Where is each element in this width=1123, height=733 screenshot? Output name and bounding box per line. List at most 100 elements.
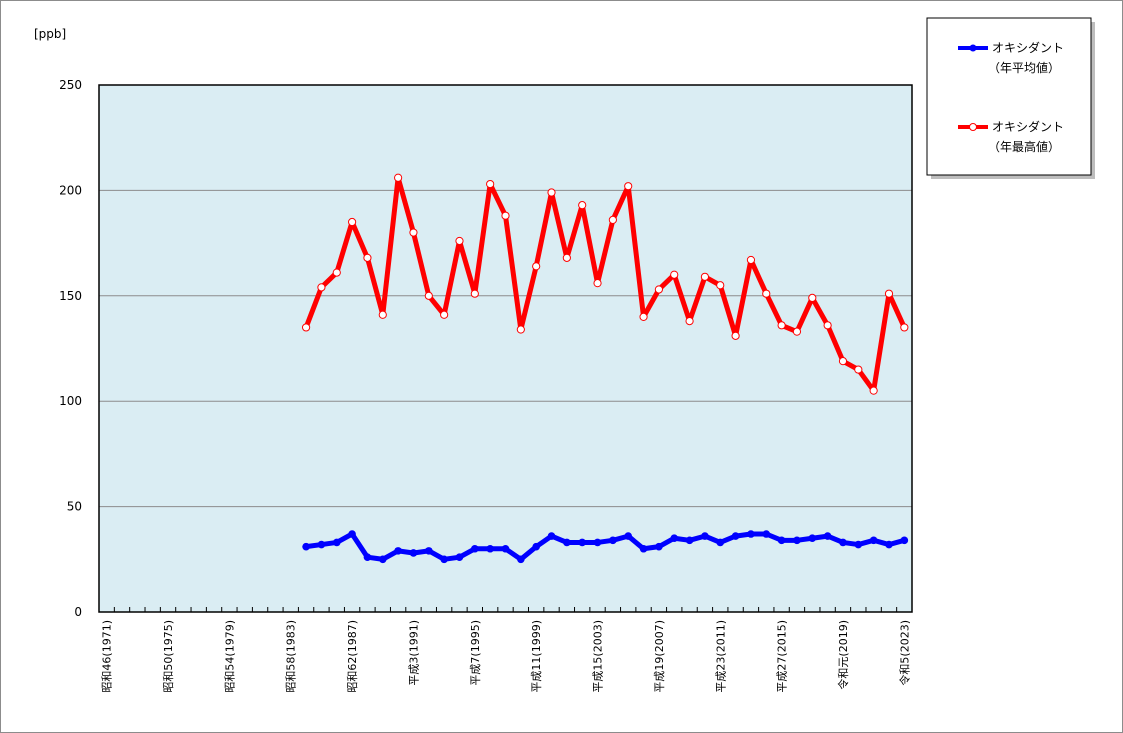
x-tick-label: 令和5(2023)	[897, 620, 911, 686]
data-point	[332, 268, 341, 277]
data-point	[885, 540, 893, 549]
data-point	[578, 538, 586, 547]
data-point	[777, 536, 786, 545]
y-tick-label: 200	[59, 183, 82, 197]
x-tick-label: 昭和58(1983)	[285, 620, 298, 693]
data-point	[808, 293, 817, 303]
y-tick-label: 50	[67, 500, 82, 514]
data-point	[517, 555, 525, 564]
data-point	[884, 289, 894, 298]
legend-max-label-1: オキシダント	[992, 119, 1064, 134]
data-point	[394, 547, 402, 555]
data-point	[425, 547, 433, 555]
x-tick-label: 平成15(2003)	[592, 620, 605, 693]
data-point	[440, 310, 449, 319]
data-point	[317, 283, 326, 292]
series-line	[305, 531, 905, 562]
data-point	[654, 285, 663, 294]
data-point	[394, 173, 403, 182]
data-point	[563, 538, 571, 547]
data-point	[854, 540, 863, 549]
data-point	[900, 323, 909, 332]
data-point	[869, 386, 878, 395]
data-point	[838, 357, 848, 366]
data-point	[501, 544, 510, 553]
x-tick-label: 令和元(2019)	[836, 620, 850, 690]
plot-border	[98, 84, 913, 613]
data-point	[471, 544, 479, 553]
data-point	[317, 540, 326, 549]
y-unit-label: [ppb]	[34, 27, 66, 41]
data-point	[793, 536, 801, 545]
data-point	[792, 327, 802, 336]
data-point	[639, 312, 648, 321]
y-tick-label: 0	[74, 605, 82, 619]
series-0	[302, 530, 909, 564]
legend-entry-average: オキシダント （年平均値）	[958, 40, 1064, 75]
data-point	[470, 289, 479, 298]
data-point	[746, 255, 756, 265]
data-point	[348, 217, 357, 227]
data-point	[747, 530, 755, 538]
legend-average-label-2: （年平均値）	[988, 60, 1060, 75]
legend: オキシダント （年平均値） オキシダント （年最高値）	[926, 17, 1095, 179]
data-point	[332, 538, 341, 547]
data-point	[839, 538, 847, 547]
data-point	[363, 253, 372, 262]
data-point	[670, 534, 679, 543]
data-point	[854, 365, 863, 374]
data-point	[808, 534, 817, 543]
data-point	[547, 188, 556, 197]
data-point	[486, 544, 494, 553]
x-tick-label: 平成19(2007)	[653, 620, 666, 693]
legend-max-label-2: （年最高値）	[988, 139, 1060, 154]
y-tick-label: 100	[59, 394, 82, 408]
legend-average-marker	[969, 44, 977, 52]
data-point	[409, 228, 418, 237]
data-point	[562, 253, 571, 262]
data-point	[670, 270, 679, 279]
data-point	[440, 555, 448, 564]
data-point	[777, 321, 786, 330]
data-point	[363, 553, 372, 561]
data-point	[486, 179, 495, 189]
data-point	[685, 316, 694, 326]
data-point	[700, 272, 710, 281]
data-point	[608, 215, 617, 225]
data-point	[578, 201, 587, 210]
y-tick-label: 150	[59, 289, 82, 303]
data-point	[532, 542, 540, 551]
data-point	[516, 325, 525, 334]
data-point	[455, 553, 464, 561]
data-point	[624, 182, 633, 191]
data-point	[716, 538, 725, 547]
x-tick-label: 昭和50(1975)	[162, 620, 175, 693]
series-layer	[301, 173, 909, 564]
data-point	[716, 281, 725, 290]
data-point	[685, 536, 694, 545]
y-tick-label: 250	[59, 78, 82, 92]
x-tick-label: 平成23(2011)	[714, 620, 727, 693]
x-tick-label: 平成3(1991)	[407, 620, 420, 686]
data-point	[593, 538, 602, 547]
data-point	[731, 331, 740, 340]
data-point	[869, 536, 878, 545]
data-point	[655, 542, 663, 551]
x-tick-label: 平成11(1999)	[530, 620, 543, 693]
legend-average-label-1: オキシダント	[992, 40, 1064, 55]
y-axis: 0 50 100 150 200 250	[59, 78, 82, 619]
legend-max-marker	[969, 123, 977, 131]
data-point	[900, 536, 909, 545]
x-tick-label: 昭和46(1971)	[101, 620, 114, 693]
x-tick-label: 昭和62(1987)	[346, 620, 359, 693]
data-point	[532, 262, 541, 271]
data-point	[301, 323, 311, 332]
data-point	[624, 532, 633, 540]
data-point	[823, 532, 832, 540]
data-point	[302, 542, 310, 551]
data-point	[701, 532, 709, 540]
data-point	[409, 549, 418, 557]
x-tick-label: 平成27(2015)	[776, 620, 789, 693]
data-point	[762, 530, 771, 538]
